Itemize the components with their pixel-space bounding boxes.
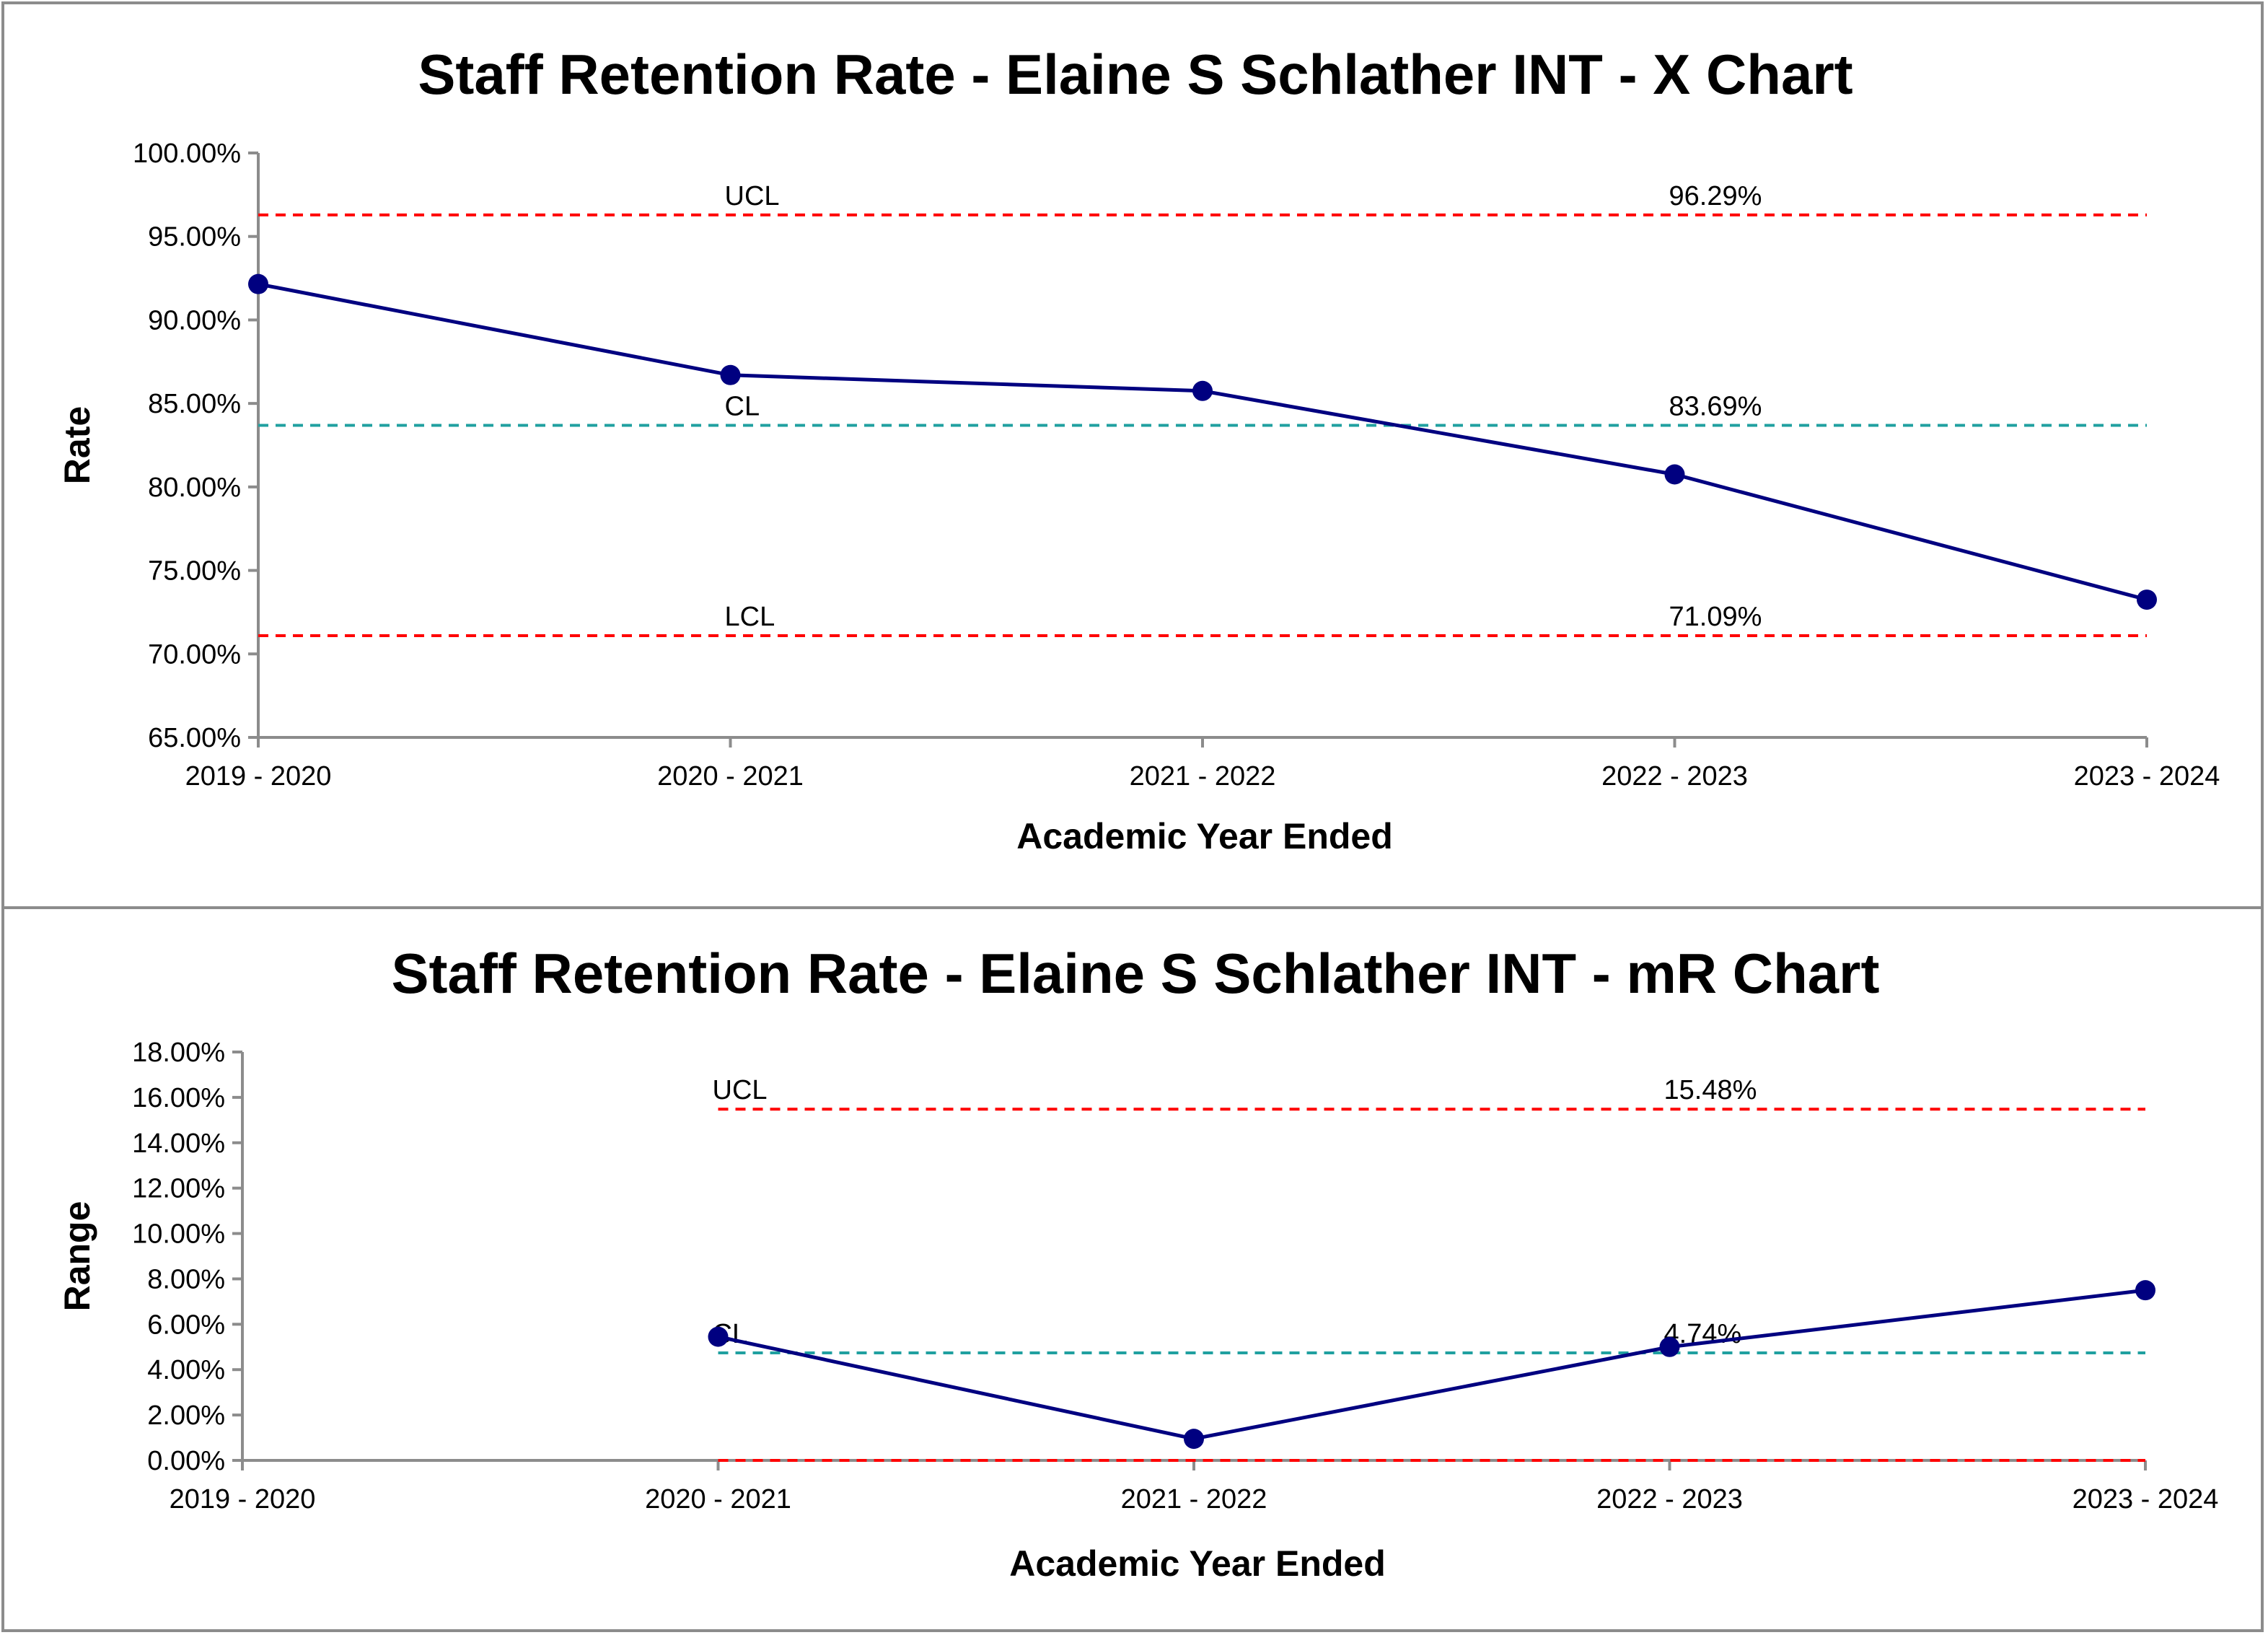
ucl-value-label: 96.29%: [1669, 181, 1762, 211]
x-tick-label: 2020 - 2021: [657, 761, 804, 792]
series-line: [258, 282, 2148, 602]
cl-label: CL: [725, 391, 760, 421]
y-tick-label: 65.00%: [148, 723, 241, 753]
x-chart-panel: Staff Retention Rate - Elaine S Schlathe…: [1, 1, 2264, 909]
y-tick-label: 90.00%: [148, 305, 241, 336]
y-axis-title: Rate: [57, 406, 97, 484]
x-tick-label: 2023 - 2024: [2073, 1484, 2219, 1515]
x-axis-title: Academic Year Ended: [1009, 1543, 1386, 1584]
chart-title: Staff Retention Rate - Elaine S Schlathe…: [392, 942, 1880, 1005]
data-point: [2135, 1280, 2155, 1301]
y-tick-label: 10.00%: [132, 1219, 225, 1250]
y-tick-label: 80.00%: [148, 473, 241, 503]
data-point: [708, 1326, 729, 1347]
y-tick-label: 18.00%: [132, 1038, 225, 1068]
y-tick-label: 12.00%: [132, 1174, 225, 1204]
x-tick-label: 2020 - 2021: [645, 1484, 791, 1515]
data-point: [248, 273, 268, 294]
x-tick-label: 2022 - 2023: [1601, 761, 1748, 792]
y-tick-label: 70.00%: [148, 639, 241, 670]
lcl-value-label: 71.09%: [1669, 602, 1762, 632]
y-tick-label: 75.00%: [148, 556, 241, 587]
cl-value-label: 83.69%: [1669, 391, 1762, 421]
mr-chart: Staff Retention Rate - Elaine S Schlathe…: [57, 942, 2219, 1584]
y-tick-label: 6.00%: [147, 1310, 225, 1340]
data-point: [1192, 380, 1213, 401]
x-tick-label: 2021 - 2022: [1121, 1484, 1267, 1515]
mr-chart-panel: Staff Retention Rate - Elaine S Schlathe…: [1, 906, 2264, 1632]
x-chart: Staff Retention Rate - Elaine S Schlathe…: [57, 43, 2220, 856]
data-point: [2137, 589, 2157, 610]
y-tick-label: 8.00%: [147, 1264, 225, 1294]
x-tick-label: 2022 - 2023: [1596, 1484, 1743, 1515]
lcl-label: LCL: [725, 602, 775, 632]
y-tick-label: 4.00%: [147, 1355, 225, 1385]
x-axis-title: Academic Year Ended: [1016, 816, 1393, 856]
y-tick-label: 95.00%: [148, 222, 241, 253]
ucl-label: UCL: [725, 181, 780, 211]
y-tick-label: 2.00%: [147, 1401, 225, 1431]
y-axis-title: Range: [57, 1201, 97, 1312]
y-tick-label: 100.00%: [133, 139, 241, 169]
ucl-value-label: 15.48%: [1664, 1075, 1757, 1105]
data-point: [720, 364, 741, 385]
chart-title: Staff Retention Rate - Elaine S Schlathe…: [418, 43, 1852, 106]
y-tick-label: 14.00%: [132, 1128, 225, 1159]
y-tick-label: 16.00%: [132, 1083, 225, 1113]
series-line: [717, 1288, 2146, 1441]
ucl-label: UCL: [713, 1075, 768, 1105]
x-tick-label: 2023 - 2024: [2074, 761, 2220, 792]
y-tick-label: 85.00%: [148, 389, 241, 419]
x-tick-label: 2019 - 2020: [170, 1484, 316, 1515]
data-point: [1184, 1429, 1204, 1450]
y-tick-label: 0.00%: [147, 1446, 225, 1476]
data-point: [1659, 1336, 1680, 1357]
data-point: [1664, 464, 1685, 485]
x-tick-label: 2021 - 2022: [1130, 761, 1276, 792]
x-tick-label: 2019 - 2020: [185, 761, 332, 792]
